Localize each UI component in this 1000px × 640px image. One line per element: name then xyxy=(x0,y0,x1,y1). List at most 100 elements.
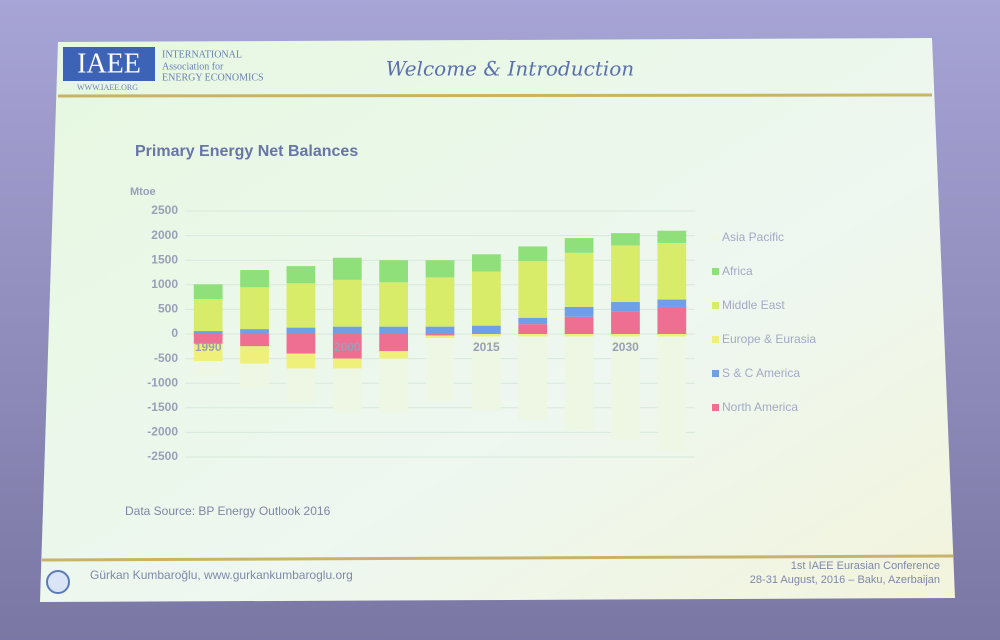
bar-segment xyxy=(471,333,501,334)
footer-logo xyxy=(46,570,70,594)
bar-segment xyxy=(286,334,316,354)
bar-segment xyxy=(240,329,269,334)
bar-segment xyxy=(193,331,223,334)
bar-segment xyxy=(332,326,362,334)
bar-segment xyxy=(471,254,501,272)
legend-swatch xyxy=(712,336,719,343)
conference: 1st IAEE Eurasian Conference xyxy=(791,560,940,572)
bar-segment xyxy=(240,334,269,347)
data-source: Data Source: BP Energy Outlook 2016 xyxy=(125,504,331,518)
legend-label: S & C America xyxy=(722,366,800,380)
bar-segment xyxy=(240,270,269,288)
y-tick-label: 1500 xyxy=(151,252,178,266)
bar-segment xyxy=(657,334,687,337)
chart-title: Primary Energy Net Balances xyxy=(135,143,358,160)
legend-label: North America xyxy=(722,400,798,414)
bar-segment xyxy=(379,260,409,283)
bar-segment xyxy=(425,334,455,336)
org-url: WWW.IAEE.ORG xyxy=(77,83,138,92)
y-axis-label: Mtoe xyxy=(130,186,156,198)
bar-segment xyxy=(657,230,687,243)
slide-heading: Welcome & Introduction xyxy=(386,57,634,81)
x-tick-label: 1990 xyxy=(195,340,222,354)
bar-segment xyxy=(332,368,362,413)
org-name: International xyxy=(162,49,242,60)
y-tick-label: -500 xyxy=(154,351,178,365)
bar-segment xyxy=(425,326,455,334)
bar-segment xyxy=(240,363,269,389)
bar-segment xyxy=(611,233,640,246)
logo: IAEE xyxy=(77,48,141,79)
bar-segment xyxy=(657,242,687,300)
bar-segment xyxy=(564,336,594,430)
x-tick-label: 2030 xyxy=(612,340,639,354)
bar-segment xyxy=(379,358,409,413)
bar-segment xyxy=(193,284,223,300)
conference-dates: 28-31 August, 2016 – Baku, Azerbaijan xyxy=(750,574,940,586)
bar-segment xyxy=(425,337,455,402)
bar-segment xyxy=(332,334,362,359)
bar-segment xyxy=(611,334,640,337)
legend-label: Europe & Eurasia xyxy=(722,332,816,346)
bar-segment xyxy=(471,271,501,326)
bar-segment xyxy=(518,261,548,318)
bar-segment xyxy=(193,334,223,344)
bar-segment xyxy=(286,327,316,334)
bar-segment xyxy=(379,282,409,327)
bar-segment xyxy=(286,283,316,328)
bar-segment xyxy=(564,238,594,253)
x-tick-label: 2015 xyxy=(473,340,500,354)
x-tick-label: 2000 xyxy=(334,340,361,354)
bar-segment xyxy=(611,245,640,303)
y-tick-label: 0 xyxy=(171,326,178,340)
bar-segment xyxy=(518,324,548,334)
bar-segment xyxy=(564,252,594,307)
bar-segment xyxy=(611,311,640,334)
bar-segment xyxy=(611,302,640,312)
bar-segment xyxy=(240,346,269,364)
bar-segment xyxy=(657,306,687,334)
bar-segment xyxy=(193,299,223,332)
legend-swatch xyxy=(712,268,719,275)
bar-segment xyxy=(518,336,548,421)
bar-segment xyxy=(379,351,409,359)
author: Gürkan Kumbaroğlu, www.gurkankumbaroglu.… xyxy=(90,568,353,582)
bar-segment xyxy=(518,334,548,337)
bar-segment xyxy=(518,317,548,325)
bar-segment xyxy=(657,336,687,450)
bar-segment xyxy=(193,361,223,376)
bar-segment xyxy=(332,279,362,327)
plot: 2500 2000 1500 1000 500 0 -500 -1000 -1500 -2000 -… xyxy=(147,203,816,463)
bar-segment xyxy=(332,358,362,369)
org-name: Energy Economics xyxy=(162,72,264,83)
y-tick-label: 2000 xyxy=(151,228,178,242)
y-tick-label: 2500 xyxy=(151,203,178,217)
y-tick-label: -2500 xyxy=(147,449,178,463)
y-tick-label: -1500 xyxy=(147,400,178,414)
legend-label: Africa xyxy=(722,264,753,278)
bar-segment xyxy=(564,306,594,317)
y-tick-label: -1000 xyxy=(147,375,178,389)
y-tick-label: 500 xyxy=(158,302,178,316)
header-rule xyxy=(57,93,933,98)
y-tick-label: -2000 xyxy=(147,425,178,439)
logo-box xyxy=(63,47,155,81)
bar-segment xyxy=(518,246,548,262)
legend-swatch xyxy=(712,404,719,411)
y-tick-label: 1000 xyxy=(151,277,178,291)
bar-segment xyxy=(240,287,269,330)
bar-segment xyxy=(611,336,640,440)
bar-segment xyxy=(286,266,316,284)
legend-swatch xyxy=(712,302,719,309)
org-name: Association for xyxy=(162,61,224,72)
bar-segment xyxy=(425,277,455,327)
bar-segment xyxy=(471,336,501,411)
bar-segment xyxy=(471,325,501,334)
legend-swatch xyxy=(712,370,719,377)
legend-swatch xyxy=(712,234,719,241)
bar-segment xyxy=(564,334,594,337)
bar-segment xyxy=(286,368,316,403)
bar-segment xyxy=(471,334,501,337)
bar-segment xyxy=(564,316,594,334)
